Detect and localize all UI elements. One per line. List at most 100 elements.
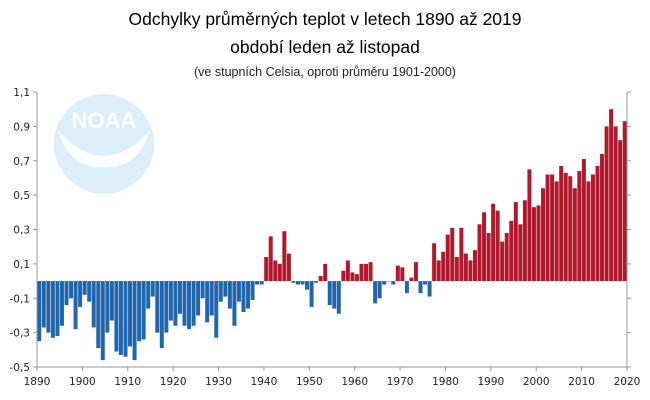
bar-1911 bbox=[132, 281, 137, 361]
bar-1938 bbox=[255, 281, 260, 285]
noaa-logo: NOAA bbox=[54, 94, 154, 194]
bar-1909 bbox=[123, 281, 128, 357]
bar-1973 bbox=[413, 262, 418, 282]
bar-1965 bbox=[377, 281, 382, 299]
bar-1895 bbox=[59, 281, 64, 326]
bar-2005 bbox=[559, 165, 564, 282]
bar-1974 bbox=[418, 281, 423, 294]
noaa-logo-circle bbox=[54, 94, 154, 194]
bar-2011 bbox=[586, 181, 591, 282]
bar-2003 bbox=[550, 174, 555, 282]
y-tick-label-8: -0,5 bbox=[10, 362, 31, 374]
bar-1943 bbox=[277, 263, 282, 282]
bar-1962 bbox=[364, 263, 369, 282]
bar-1981 bbox=[450, 227, 455, 282]
noaa-logo-text: NOAA bbox=[72, 108, 137, 133]
bar-1978 bbox=[436, 260, 441, 282]
bar-2000 bbox=[536, 205, 541, 282]
y-tick-label-1: 0,9 bbox=[13, 121, 30, 133]
bar-1925 bbox=[196, 281, 201, 316]
bar-2004 bbox=[554, 181, 559, 282]
bar-1966 bbox=[382, 281, 387, 285]
bar-1970 bbox=[400, 267, 405, 282]
bar-1939 bbox=[259, 281, 264, 285]
bar-1957 bbox=[341, 270, 346, 282]
bar-1922 bbox=[182, 281, 187, 326]
bar-1902 bbox=[91, 281, 96, 328]
bar-1953 bbox=[323, 263, 328, 282]
x-tick-label-1950: 1950 bbox=[296, 376, 323, 388]
bar-1904 bbox=[100, 281, 105, 361]
bar-1923 bbox=[187, 281, 192, 330]
x-tick-label-2020: 2020 bbox=[614, 376, 641, 388]
x-tick-label-1990: 1990 bbox=[477, 376, 504, 388]
bar-1954 bbox=[327, 281, 332, 306]
bar-2007 bbox=[568, 176, 573, 282]
bar-2014 bbox=[600, 153, 605, 282]
bar-1994 bbox=[509, 220, 514, 282]
bar-1930 bbox=[218, 281, 223, 302]
bar-1897 bbox=[69, 281, 74, 299]
x-tick-label-2010: 2010 bbox=[568, 376, 595, 388]
x-tick-label-1980: 1980 bbox=[432, 376, 459, 388]
bar-1946 bbox=[291, 281, 296, 283]
bar-1921 bbox=[177, 281, 182, 314]
bar-1991 bbox=[495, 210, 500, 282]
bar-1988 bbox=[482, 212, 487, 282]
bar-1896 bbox=[64, 281, 69, 306]
bar-2006 bbox=[563, 172, 568, 282]
bar-1985 bbox=[468, 260, 473, 282]
bar-1894 bbox=[55, 281, 60, 337]
bar-1945 bbox=[286, 253, 291, 282]
bar-1982 bbox=[454, 257, 459, 282]
bar-1941 bbox=[268, 236, 273, 282]
bar-1934 bbox=[236, 281, 241, 302]
y-tick-label-7: -0,3 bbox=[10, 328, 31, 340]
bar-1990 bbox=[491, 203, 496, 282]
x-tick-label-1970: 1970 bbox=[387, 376, 414, 388]
bar-1914 bbox=[146, 281, 151, 309]
bars bbox=[37, 109, 627, 361]
bar-1956 bbox=[336, 281, 341, 314]
bar-1971 bbox=[404, 281, 409, 294]
bar-1942 bbox=[273, 260, 278, 282]
bar-1976 bbox=[427, 281, 432, 297]
bar-1933 bbox=[232, 281, 237, 326]
bar-1955 bbox=[332, 281, 337, 309]
bar-2013 bbox=[595, 165, 600, 282]
bar-1931 bbox=[223, 281, 228, 297]
bar-1936 bbox=[246, 281, 251, 309]
bar-1903 bbox=[96, 281, 101, 349]
bar-1898 bbox=[73, 281, 78, 330]
y-tick-label-5: 0,1 bbox=[13, 259, 30, 271]
bar-1986 bbox=[472, 250, 477, 282]
bar-1997 bbox=[522, 200, 527, 282]
bar-1919 bbox=[168, 281, 173, 321]
bar-1980 bbox=[445, 234, 450, 282]
bar-1924 bbox=[191, 281, 196, 326]
bar-1950 bbox=[309, 281, 314, 307]
x-axis-ticks: 1890 1900 1910 1920 1930 1940 1950 1960 1970 1980… bbox=[24, 367, 641, 388]
bar-1968 bbox=[391, 281, 396, 285]
bar-1891 bbox=[41, 281, 46, 328]
x-tick-label-1930: 1930 bbox=[205, 376, 232, 388]
bar-1969 bbox=[395, 265, 400, 282]
noaa-logo-bird bbox=[58, 130, 150, 168]
bar-1998 bbox=[527, 169, 532, 282]
y-axis-ticks: 1,1 0,9 0,7 0,5 0,3 0,1 -0,1 -0,3 -0,5 bbox=[10, 87, 631, 374]
bar-1920 bbox=[173, 281, 178, 326]
bar-1906 bbox=[109, 281, 114, 321]
y-tick-label-4: 0,3 bbox=[13, 225, 30, 237]
bar-1926 bbox=[200, 281, 205, 299]
bar-1959 bbox=[350, 272, 355, 282]
bar-1995 bbox=[513, 202, 518, 282]
bar-1958 bbox=[345, 260, 350, 282]
x-tick-label-2000: 2000 bbox=[523, 376, 550, 388]
bar-1989 bbox=[486, 232, 491, 282]
bar-1932 bbox=[227, 281, 232, 309]
bar-1949 bbox=[305, 281, 310, 290]
bar-1890 bbox=[37, 281, 42, 342]
bar-1929 bbox=[214, 281, 219, 338]
